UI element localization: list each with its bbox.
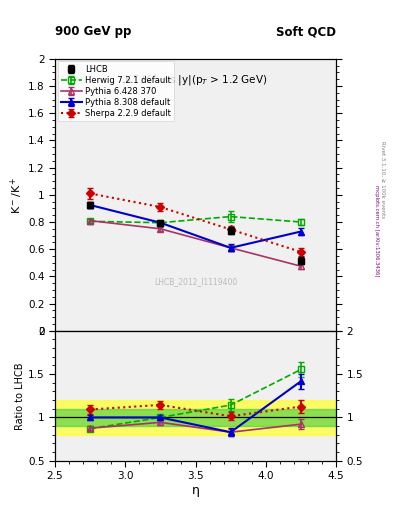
Text: mcplots.cern.ch [arXiv:1306.3436]: mcplots.cern.ch [arXiv:1306.3436] [374, 185, 379, 276]
Text: LHCB_2012_I1119400: LHCB_2012_I1119400 [154, 278, 237, 286]
Bar [55, 400, 336, 435]
Y-axis label: Ratio to LHCB: Ratio to LHCB [15, 362, 25, 430]
X-axis label: η: η [191, 484, 200, 497]
Bar [55, 409, 336, 426]
Text: Rivet 3.1.10, ≥ 100k events: Rivet 3.1.10, ≥ 100k events [381, 141, 386, 218]
Text: 900 GeV pp: 900 GeV pp [55, 26, 131, 38]
Legend: LHCB, Herwig 7.2.1 default, Pythia 6.428 370, Pythia 8.308 default, Sherpa 2.2.9: LHCB, Herwig 7.2.1 default, Pythia 6.428… [57, 61, 174, 121]
Text: K$^-$/K$^+$ vs |y|(p$_{T}$ > 1.2 GeV): K$^-$/K$^+$ vs |y|(p$_{T}$ > 1.2 GeV) [124, 73, 267, 88]
Y-axis label: K$^-$/K$^+$: K$^-$/K$^+$ [9, 176, 25, 214]
Text: Soft QCD: Soft QCD [276, 26, 336, 38]
